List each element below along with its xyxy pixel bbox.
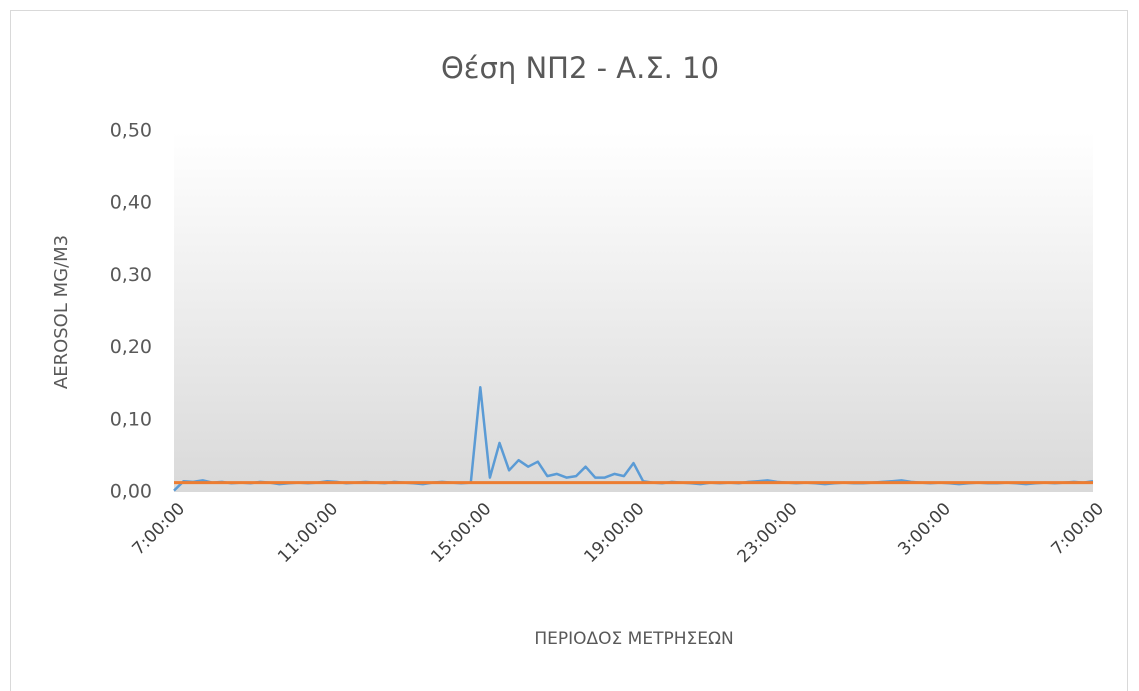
- plot-area: [174, 131, 1093, 492]
- y-tick-label: 0,10: [110, 408, 152, 430]
- x-axis-label: ΠΕΡΙΟΔΟΣ ΜΕΤΡΗΣΕΩΝ: [534, 629, 733, 649]
- y-axis-label: AEROSOL MG/M3: [51, 235, 72, 389]
- y-tick-label: 0,20: [110, 336, 152, 358]
- y-tick-label: 0,40: [110, 192, 152, 214]
- y-tick-label: 0,30: [110, 264, 152, 286]
- chart-title: Θέση ΝΠ2 - Α.Σ. 10: [441, 51, 719, 85]
- y-tick-label: 0,00: [110, 481, 152, 503]
- y-tick-label: 0,50: [110, 120, 152, 142]
